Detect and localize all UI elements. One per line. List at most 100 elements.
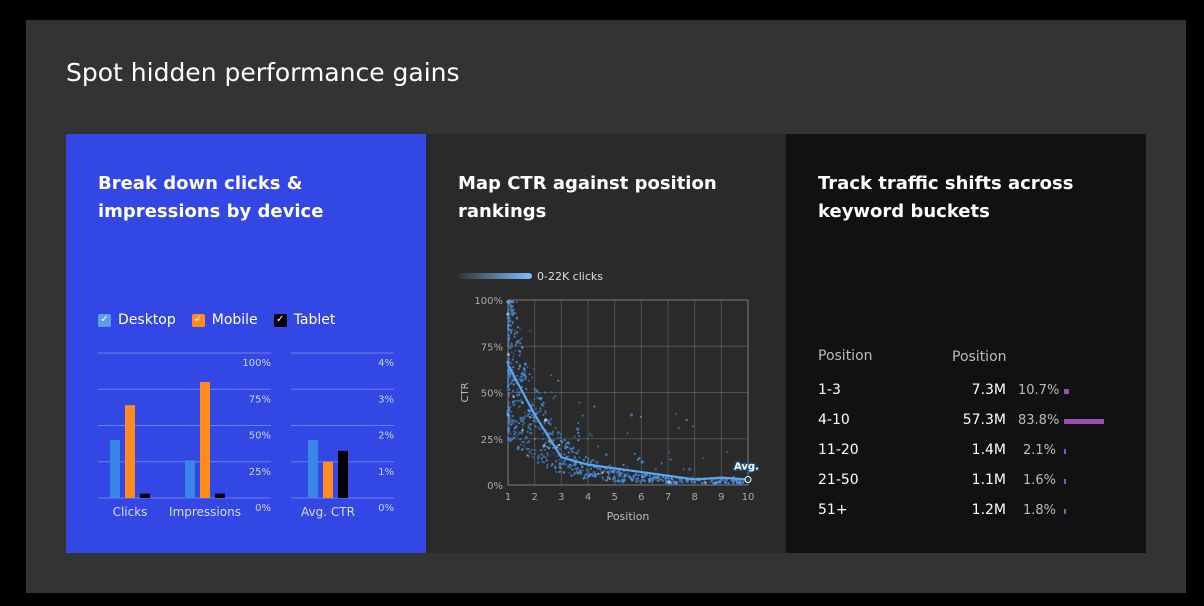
scatter-point — [634, 472, 638, 476]
scatter-point — [589, 467, 592, 470]
scatter-point — [629, 476, 632, 479]
scatter-point — [539, 407, 542, 410]
scatter-point — [539, 449, 542, 452]
scatter-point — [691, 425, 695, 428]
scatter-point — [517, 433, 520, 436]
column-header: Position — [818, 348, 873, 364]
scatter-point — [550, 464, 553, 467]
scatter-point — [520, 372, 523, 375]
scatter-point — [544, 411, 547, 414]
column-header: Position — [952, 349, 1007, 365]
scatter-point — [656, 476, 660, 480]
y-tick-label: 0% — [487, 481, 503, 492]
scatter-point — [724, 481, 727, 484]
scatter-point — [595, 460, 599, 464]
scatter-point — [554, 426, 557, 429]
legend-mobile[interactable]: ✓ Mobile — [191, 312, 258, 328]
scatter-point — [607, 470, 610, 473]
clicks-gradient-bar — [458, 273, 532, 279]
scatter-point — [612, 471, 615, 474]
bar-mobile — [125, 405, 135, 498]
scatter-point — [581, 469, 585, 472]
title-line: rankings — [458, 201, 547, 222]
scatter-point — [710, 478, 713, 482]
scatter-point — [518, 394, 521, 397]
scatter-point — [514, 312, 517, 315]
scatter-point — [533, 387, 536, 391]
scatter-point — [576, 467, 579, 470]
scatter-point — [678, 479, 682, 484]
keyword-buckets-panel: Track traffic shifts across keyword buck… — [786, 134, 1146, 553]
bucket-share-bar — [1064, 449, 1066, 454]
scatter-point — [507, 341, 510, 344]
scatter-point — [511, 358, 514, 361]
scatter-point — [679, 480, 682, 483]
scatter-point — [512, 314, 515, 317]
scatter-point — [601, 476, 604, 479]
bucket-label: 11-20 — [818, 442, 859, 458]
scatter-point — [510, 331, 513, 334]
scatter-point — [567, 451, 570, 454]
check-icon[interactable]: ✓ — [273, 313, 287, 327]
bucket-value: 7.3M — [971, 382, 1006, 398]
scatter-point — [520, 431, 524, 435]
scatter-point — [562, 461, 565, 464]
scatter-point — [518, 349, 521, 353]
scatter-point — [641, 476, 644, 479]
scatter-point — [506, 384, 510, 387]
bucket-value: 57.3M — [962, 412, 1006, 428]
scatter-point — [642, 479, 645, 482]
scatter-point — [700, 482, 704, 485]
check-icon[interactable]: ✓ — [98, 313, 111, 327]
bucket-share-bar — [1064, 479, 1066, 484]
scatter-point — [578, 401, 581, 404]
scatter-point — [522, 377, 526, 380]
scatter-point — [606, 475, 610, 479]
scatter-point — [543, 422, 547, 425]
check-icon[interactable]: ✓ — [191, 313, 205, 327]
scatter-point — [608, 477, 611, 480]
scatter-point — [622, 463, 625, 466]
bar-desktop — [308, 440, 318, 498]
scatter-point — [512, 379, 515, 382]
scatter-point — [589, 460, 592, 463]
legend-desktop[interactable]: ✓ Desktop — [98, 312, 176, 328]
plot-frame — [507, 299, 749, 486]
scatter-point — [702, 457, 705, 460]
scatter-point — [512, 423, 515, 426]
ctr-panel-title: Map CTR against position rankings — [458, 170, 758, 226]
scatter-point — [509, 423, 512, 426]
scatter-point — [651, 478, 655, 482]
scatter-point — [583, 458, 586, 462]
scatter-point — [618, 475, 621, 478]
legend-tablet[interactable]: ✓ Tablet — [273, 312, 335, 328]
device-panel-title: Break down clicks & impressions by devic… — [98, 170, 398, 226]
scatter-point — [508, 402, 511, 405]
scatter-point — [544, 410, 547, 413]
x-tick-label: 1 — [505, 492, 511, 503]
scatter-point — [627, 473, 630, 476]
scatter-point — [629, 413, 634, 417]
scatter-point — [626, 472, 629, 475]
scatter-point — [515, 300, 518, 303]
scatter-point — [506, 380, 510, 383]
scatter-point — [633, 476, 636, 479]
scatter-point — [525, 436, 528, 439]
scatter-point — [507, 408, 510, 412]
title-line: Track traffic shifts across — [818, 173, 1074, 194]
scatter-point — [601, 471, 604, 474]
scatter-point — [567, 466, 570, 469]
scatter-point — [665, 481, 668, 485]
scatter-point — [702, 481, 705, 484]
scatter-point — [525, 414, 528, 417]
scatter-point — [574, 467, 577, 470]
scatter-point — [593, 473, 598, 477]
scatter-point — [541, 403, 544, 406]
scatter-point — [657, 479, 660, 482]
bucket-percent: 1.6% — [1022, 473, 1056, 488]
scatter-point — [648, 478, 651, 481]
scatter-point — [534, 448, 537, 452]
scatter-point — [523, 411, 526, 414]
scatter-point — [737, 481, 740, 484]
scatter-point — [507, 358, 510, 361]
